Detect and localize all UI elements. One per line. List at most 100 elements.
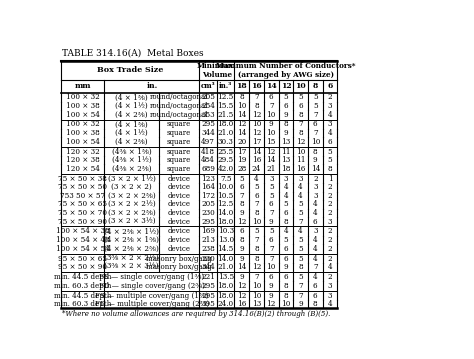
Text: 4: 4 xyxy=(313,273,318,281)
Text: 6: 6 xyxy=(313,282,318,290)
Text: 95 × 50 × 65: 95 × 50 × 65 xyxy=(58,255,107,262)
Text: 4: 4 xyxy=(328,263,332,271)
Text: 9: 9 xyxy=(269,121,273,129)
Text: in.: in. xyxy=(146,83,157,90)
Text: 5: 5 xyxy=(239,175,244,183)
Text: 14: 14 xyxy=(266,83,277,90)
Text: 100 × 32: 100 × 32 xyxy=(66,121,100,129)
Text: 6: 6 xyxy=(283,102,288,110)
Text: 344: 344 xyxy=(201,129,215,137)
Text: 4: 4 xyxy=(298,183,303,191)
Text: (4 × 2⅜ × 1½): (4 × 2⅜ × 1½) xyxy=(104,228,159,236)
Text: 120 × 32: 120 × 32 xyxy=(66,148,100,155)
Text: 7: 7 xyxy=(298,121,303,129)
Text: 100 × 38: 100 × 38 xyxy=(66,129,100,137)
Text: Maximum Number of Conductors*
(arranged by AWG size): Maximum Number of Conductors* (arranged … xyxy=(216,62,356,79)
Text: min. 60.3 depth: min. 60.3 depth xyxy=(54,300,111,308)
Text: 2: 2 xyxy=(328,200,332,208)
Text: device: device xyxy=(167,209,191,217)
Text: (4⅜ × 2⅜): (4⅜ × 2⅜) xyxy=(112,165,151,173)
Text: 100 × 54 × 48: 100 × 54 × 48 xyxy=(56,236,109,244)
Text: 18.0: 18.0 xyxy=(218,292,234,300)
Text: 5: 5 xyxy=(283,200,288,208)
Text: 7: 7 xyxy=(254,236,259,244)
Text: 13.5: 13.5 xyxy=(218,273,234,281)
Text: 120 × 54: 120 × 54 xyxy=(66,165,100,173)
Text: 8: 8 xyxy=(283,292,288,300)
Text: 3: 3 xyxy=(313,183,318,191)
Text: 9: 9 xyxy=(269,218,273,225)
Text: 254: 254 xyxy=(201,102,215,110)
Text: 10: 10 xyxy=(266,129,276,137)
Text: (3 × 2 × 2½): (3 × 2 × 2½) xyxy=(108,200,155,208)
Text: 6: 6 xyxy=(269,236,273,244)
Text: 7: 7 xyxy=(298,218,303,225)
Text: (4 × 1½): (4 × 1½) xyxy=(115,129,148,137)
Text: (4 × 1½): (4 × 1½) xyxy=(115,102,148,110)
Text: 16: 16 xyxy=(252,156,261,164)
Text: 9: 9 xyxy=(298,300,303,308)
Text: 295: 295 xyxy=(201,218,215,225)
Text: 4: 4 xyxy=(254,175,259,183)
Text: 9: 9 xyxy=(239,273,244,281)
Text: 7: 7 xyxy=(298,292,303,300)
Text: 14.5: 14.5 xyxy=(218,244,234,253)
Text: Minimum
Volume: Minimum Volume xyxy=(197,62,237,79)
Text: 3: 3 xyxy=(298,175,303,183)
Text: 17: 17 xyxy=(237,148,246,155)
Text: 25.5: 25.5 xyxy=(218,148,234,155)
Text: 3: 3 xyxy=(328,121,332,129)
Text: 230: 230 xyxy=(201,255,215,262)
Text: 2: 2 xyxy=(328,228,332,236)
Text: 100 × 32: 100 × 32 xyxy=(66,93,100,101)
Text: 7: 7 xyxy=(269,209,273,217)
Text: mm: mm xyxy=(74,83,91,90)
Text: 295: 295 xyxy=(201,292,215,300)
Text: 14.0: 14.0 xyxy=(218,209,234,217)
Text: 8: 8 xyxy=(313,83,318,90)
Text: 6: 6 xyxy=(283,273,288,281)
Text: FD — multiple cover/gang (2⅜): FD — multiple cover/gang (2⅜) xyxy=(95,300,209,308)
Text: (3⅜ × 2 × 3½): (3⅜ × 2 × 3½) xyxy=(104,263,159,271)
Text: 5: 5 xyxy=(298,244,303,253)
Text: 12: 12 xyxy=(252,129,261,137)
Text: 42.0: 42.0 xyxy=(218,165,234,173)
Text: 238: 238 xyxy=(201,244,215,253)
Text: 3: 3 xyxy=(313,192,318,200)
Text: 75 × 50 × 38: 75 × 50 × 38 xyxy=(58,175,107,183)
Text: 295: 295 xyxy=(201,121,215,129)
Text: 18: 18 xyxy=(281,165,291,173)
Text: (4⅜ × 1½): (4⅜ × 1½) xyxy=(112,156,152,164)
Text: 75 × 50 × 65: 75 × 50 × 65 xyxy=(58,200,107,208)
Text: 4: 4 xyxy=(313,236,318,244)
Text: 418: 418 xyxy=(201,148,215,155)
Text: 7: 7 xyxy=(254,93,259,101)
Text: 10: 10 xyxy=(252,282,261,290)
Text: 6: 6 xyxy=(328,137,332,146)
Text: (4 × 1⅜): (4 × 1⅜) xyxy=(115,121,148,129)
Text: 10: 10 xyxy=(252,121,261,129)
Text: 3: 3 xyxy=(328,282,332,290)
Text: 21.0: 21.0 xyxy=(218,263,234,271)
Text: 12: 12 xyxy=(266,300,276,308)
Text: 10: 10 xyxy=(252,218,261,225)
Text: round/octagonal: round/octagonal xyxy=(150,102,208,110)
Text: 75 × 50 × 70: 75 × 50 × 70 xyxy=(58,209,107,217)
Text: 13: 13 xyxy=(281,137,291,146)
Text: 8: 8 xyxy=(283,218,288,225)
Text: 14: 14 xyxy=(252,148,261,155)
Text: 5: 5 xyxy=(254,228,259,236)
Text: 8: 8 xyxy=(239,93,244,101)
Text: (4 × 2⅜ × 2⅜): (4 × 2⅜ × 2⅜) xyxy=(104,244,159,253)
Text: 9: 9 xyxy=(283,263,288,271)
Text: *Where no volume allowances are required by 314.16(B)(2) through (B)(5).: *Where no volume allowances are required… xyxy=(62,310,330,318)
Text: 8: 8 xyxy=(239,200,244,208)
Text: 5: 5 xyxy=(298,273,303,281)
Text: 8: 8 xyxy=(298,263,303,271)
Text: (3 × 2 × 2): (3 × 2 × 2) xyxy=(111,183,152,191)
Text: min. 44.5 depth: min. 44.5 depth xyxy=(54,273,111,281)
Text: 14: 14 xyxy=(237,263,246,271)
Text: masonry box/gang: masonry box/gang xyxy=(146,255,212,262)
Text: 10.3: 10.3 xyxy=(218,228,234,236)
Text: 14: 14 xyxy=(237,129,246,137)
